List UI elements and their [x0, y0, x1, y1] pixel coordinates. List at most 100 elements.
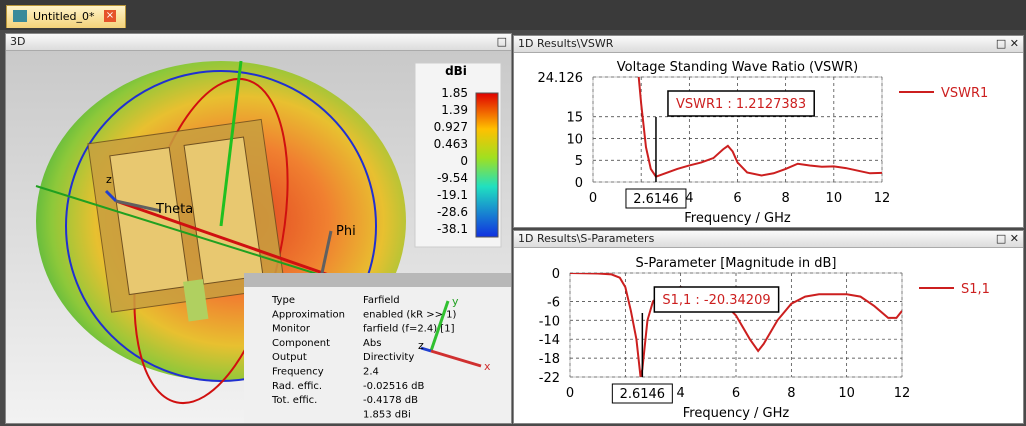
colorbar-label: 0: [460, 154, 468, 168]
info-key: Type: [271, 295, 295, 306]
info-value: -0.4178 dB: [363, 395, 418, 406]
y-tick-label: 10: [566, 132, 583, 147]
panel-title-bar: 1D Results\VSWR □ ✕: [514, 36, 1023, 53]
x-axis: [115, 199, 347, 283]
info-value: 2.4: [363, 367, 379, 378]
tab[interactable]: Untitled_0* ×: [6, 5, 126, 28]
annotation: VSWR1 : 1.2127383: [676, 97, 806, 112]
panel-buttons[interactable]: □ ✕: [995, 232, 1019, 245]
x-tick-label: 6: [733, 191, 741, 206]
x-tick-label: 12: [874, 191, 891, 206]
info-x-label: x: [484, 360, 491, 373]
info-value: Farfield: [363, 295, 400, 306]
annotation: S1,1 : -20.34209: [662, 293, 770, 308]
info-y-label: y: [452, 295, 459, 308]
info-z-axis: [420, 346, 432, 353]
legend-label: S1,1: [961, 282, 990, 297]
x-tick-label: 8: [782, 191, 790, 206]
chart-title: Voltage Standing Wave Ratio (VSWR): [617, 60, 858, 75]
colorbar-label: 0.463: [434, 137, 468, 151]
colorbar-label: -38.1: [437, 222, 468, 236]
panel-buttons[interactable]: □ ✕: [995, 37, 1019, 50]
tab-bar: Untitled_0* ×: [0, 0, 1026, 30]
info-value: farfield (f=2.4) [1]: [363, 324, 455, 335]
x-tick-label: 0: [589, 191, 597, 206]
info-panel: [244, 273, 511, 423]
y-tick-label: -22: [539, 371, 560, 386]
info-key: Rad. effic.: [272, 381, 322, 392]
marker-x-label: 2.6146: [633, 192, 679, 207]
info-y-axis: [429, 300, 450, 352]
colorbar-label: -9.54: [437, 171, 468, 185]
chart: Voltage Standing Wave Ratio (VSWR) 0 5 10 15…: [538, 60, 989, 226]
annotation-box: [667, 90, 815, 117]
info-key: Tot. effic.: [271, 395, 317, 406]
info-value: Directivity: [363, 352, 414, 363]
chart: S-Parameter [Magnitude in dB] 0 -6 -10 -14 -1…: [539, 256, 990, 421]
maximize-button[interactable]: □: [496, 35, 507, 48]
z-label: z: [106, 173, 112, 186]
panel-title: 1D Results\S-Parameters: [518, 232, 655, 245]
colorbar-label: -19.1: [437, 188, 468, 202]
panel-title: 3D: [10, 35, 26, 48]
y-tick-label: 0: [552, 267, 560, 282]
y-tick-label: 5: [575, 154, 583, 169]
x-tick-label: 4: [685, 191, 693, 206]
x-tick-label: 8: [787, 386, 795, 401]
colorbar: [475, 92, 499, 238]
theta-label: Theta: [155, 202, 193, 217]
panel-vswr: 1D Results\VSWR □ ✕ Voltage Standing Wave…: [513, 35, 1024, 228]
legend-label: VSWR1: [941, 86, 988, 101]
view-3d: Theta Phi x z dBi 1.85 1.39 0.927 0.463 0 -9.…: [6, 51, 511, 423]
phi-circle: [65, 70, 377, 382]
tab-title: Untitled_0*: [33, 10, 95, 23]
x-axis-label: Frequency / GHz: [683, 406, 790, 421]
info-key: Approximation: [272, 309, 345, 320]
y-tick-label: 15: [566, 111, 583, 126]
tab-icon: [13, 10, 27, 22]
colorbar-label: 1.85: [441, 86, 468, 100]
info-value: enabled (kR >> 1): [363, 309, 457, 320]
panel-title: 1D Results\VSWR: [518, 37, 614, 50]
x-tick-label: 0: [566, 386, 574, 401]
y-tick-label: 0: [575, 176, 583, 191]
info-x-axis: [430, 349, 482, 368]
marker-x-box: [625, 188, 687, 209]
marker-x-label: 2.6146: [620, 387, 666, 402]
info-value: Abs: [363, 338, 381, 349]
x-tick-label: 12: [894, 386, 911, 401]
colorbar-label: -28.6: [437, 205, 468, 219]
info-value: -0.02516 dB: [363, 381, 424, 392]
info-key: Component: [272, 338, 330, 349]
colorbar-unit: dBi: [445, 64, 467, 78]
tab-close[interactable]: ×: [104, 10, 116, 22]
x-tick-label: 4: [677, 386, 685, 401]
panel-sparam: 1D Results\S-Parameters □ ✕ S-Parameter […: [513, 230, 1024, 424]
y-axis: [219, 60, 243, 227]
colorbar-label: 0.927: [434, 120, 468, 134]
info-key: Monitor: [272, 324, 311, 335]
annotation-box: [653, 286, 780, 313]
x-tick-label: 10: [838, 386, 855, 401]
y-tick-label: -18: [539, 352, 560, 367]
info-z-label: z: [418, 339, 424, 352]
info-directivity: 1.853 dBi: [363, 409, 411, 420]
y-tick-label: 24.126: [538, 71, 584, 86]
x-tick-label: 10: [826, 191, 843, 206]
marker-x-box: [611, 383, 673, 404]
theta-arrow: [115, 199, 162, 213]
y-tick-label: -10: [539, 314, 560, 329]
info-key: Output: [272, 352, 307, 363]
phi-label: Phi: [336, 224, 356, 239]
info-header: [244, 273, 511, 287]
plot-frame: [592, 76, 883, 183]
series-line: [637, 77, 882, 178]
x-tick-label: 6: [732, 386, 740, 401]
green-axis: [35, 185, 347, 284]
panel-3d: 3D □ Theta Phi x z dBi 1.85 1.39 0.927 0.463…: [5, 33, 512, 424]
y-tick-label: -14: [539, 333, 560, 348]
y-tick-label: -6: [547, 295, 560, 310]
z-axis: [104, 189, 118, 203]
colorbar-label: 1.39: [441, 103, 468, 117]
